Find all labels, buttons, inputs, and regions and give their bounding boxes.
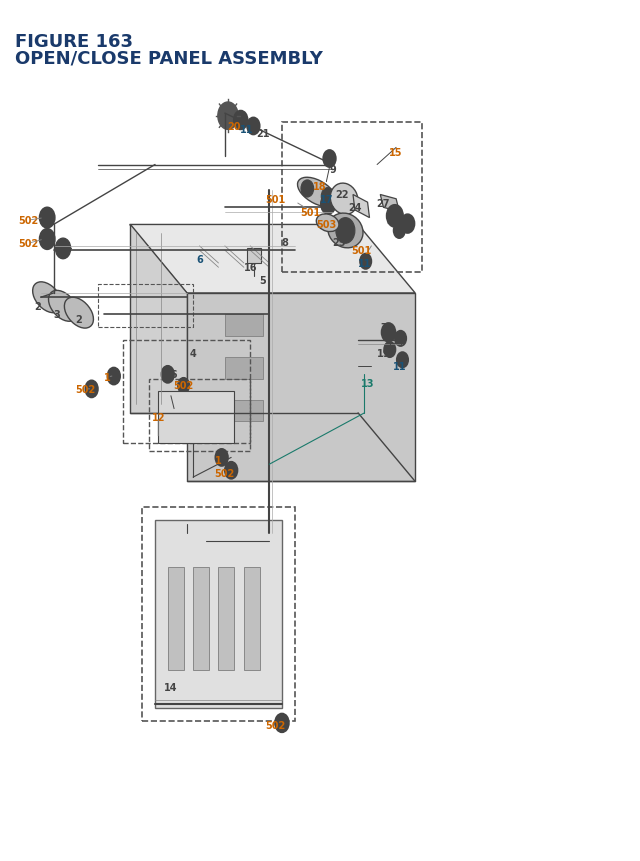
Text: 502: 502	[18, 239, 38, 249]
Text: 25: 25	[332, 238, 346, 247]
Text: 502: 502	[173, 381, 194, 391]
Text: 21: 21	[256, 128, 269, 139]
Text: 24: 24	[348, 203, 362, 213]
Polygon shape	[380, 195, 399, 213]
Bar	[247, 248, 261, 263]
Bar	[168, 567, 184, 670]
Text: 503: 503	[316, 220, 337, 230]
Text: 2: 2	[35, 301, 41, 312]
Text: 20: 20	[228, 121, 241, 132]
Ellipse shape	[316, 214, 339, 232]
Circle shape	[56, 238, 70, 259]
Text: 18: 18	[313, 182, 327, 192]
Bar	[244, 567, 260, 670]
Circle shape	[161, 366, 174, 383]
Polygon shape	[130, 226, 187, 413]
Bar	[174, 396, 200, 422]
Circle shape	[387, 206, 403, 228]
Bar	[225, 315, 263, 337]
Ellipse shape	[328, 214, 363, 249]
Circle shape	[223, 109, 233, 123]
Bar	[225, 358, 263, 379]
Circle shape	[108, 368, 120, 385]
Ellipse shape	[298, 178, 336, 208]
Text: 6: 6	[196, 254, 203, 264]
Circle shape	[275, 714, 289, 733]
Circle shape	[381, 324, 396, 343]
Text: 11: 11	[240, 124, 254, 134]
Text: 12: 12	[152, 412, 165, 423]
Circle shape	[40, 230, 55, 250]
Circle shape	[323, 151, 336, 168]
Circle shape	[301, 181, 314, 198]
Bar	[158, 392, 234, 443]
Text: 502: 502	[266, 721, 285, 731]
Text: 19: 19	[377, 349, 390, 358]
Bar	[193, 567, 209, 670]
Polygon shape	[353, 195, 369, 219]
Circle shape	[325, 201, 332, 209]
Text: 27: 27	[377, 199, 390, 209]
Circle shape	[394, 224, 405, 238]
Ellipse shape	[330, 184, 358, 215]
Circle shape	[247, 118, 260, 135]
Text: 11: 11	[358, 258, 371, 269]
Polygon shape	[187, 294, 415, 482]
Text: FIGURE 163: FIGURE 163	[15, 33, 134, 51]
Circle shape	[234, 111, 248, 130]
Bar	[225, 400, 263, 422]
Text: 11: 11	[392, 362, 406, 371]
Circle shape	[178, 378, 189, 393]
Text: 1: 1	[215, 455, 222, 466]
Text: 10: 10	[392, 336, 406, 345]
Circle shape	[218, 102, 238, 130]
Text: 9: 9	[330, 164, 336, 175]
Ellipse shape	[49, 291, 77, 322]
Circle shape	[40, 208, 55, 229]
Text: 501: 501	[300, 208, 321, 217]
Text: 502: 502	[214, 468, 235, 478]
Circle shape	[225, 462, 237, 480]
Text: 3: 3	[53, 310, 60, 320]
Ellipse shape	[65, 298, 93, 329]
Text: 26: 26	[164, 370, 178, 380]
Text: 16: 16	[243, 263, 257, 273]
Text: 22: 22	[335, 190, 349, 201]
Ellipse shape	[33, 282, 61, 313]
Circle shape	[336, 219, 355, 244]
Polygon shape	[130, 226, 415, 294]
Text: 9: 9	[403, 225, 409, 234]
Text: 4: 4	[189, 349, 196, 358]
Circle shape	[401, 215, 415, 233]
Text: 17: 17	[319, 195, 333, 205]
Circle shape	[360, 254, 371, 269]
Text: 23: 23	[386, 216, 400, 226]
Text: 5: 5	[260, 276, 266, 286]
Text: 15: 15	[389, 147, 403, 158]
Text: 1: 1	[104, 373, 111, 382]
Text: 8: 8	[282, 238, 289, 247]
Text: 501: 501	[266, 195, 285, 205]
Text: 2: 2	[76, 314, 83, 325]
Circle shape	[395, 331, 406, 347]
Text: 13: 13	[361, 379, 374, 388]
Bar	[155, 520, 282, 709]
Bar	[218, 567, 234, 670]
Text: 502: 502	[75, 385, 95, 394]
Circle shape	[321, 189, 334, 206]
Circle shape	[384, 343, 396, 358]
Text: 501: 501	[351, 246, 371, 256]
Circle shape	[397, 353, 408, 368]
Circle shape	[85, 381, 98, 398]
Circle shape	[321, 195, 336, 215]
Text: OPEN/CLOSE PANEL ASSEMBLY: OPEN/CLOSE PANEL ASSEMBLY	[15, 50, 323, 68]
Text: 14: 14	[164, 682, 178, 692]
Text: 7: 7	[380, 323, 387, 333]
Text: 502: 502	[18, 216, 38, 226]
Circle shape	[215, 449, 228, 467]
